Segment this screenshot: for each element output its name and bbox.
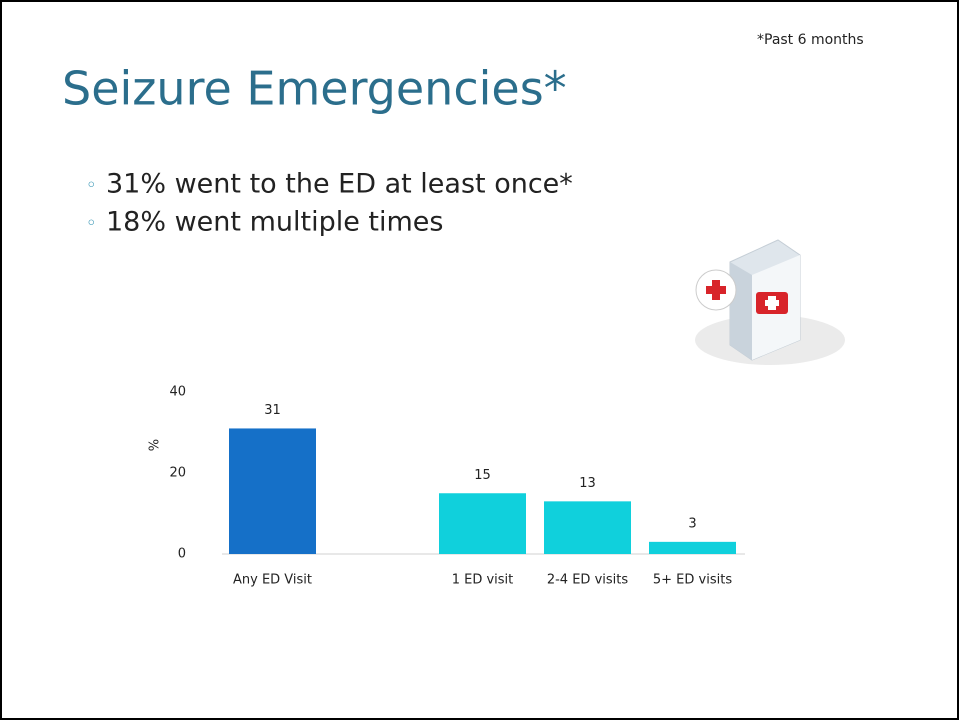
x-tick-label: 2-4 ED visits (547, 573, 629, 588)
bar (649, 541, 736, 554)
bar (439, 493, 526, 554)
bar (229, 428, 316, 554)
value-label: 3 (688, 516, 696, 531)
x-tick-label: Any ED Visit (233, 573, 312, 588)
x-tick-label: 5+ ED visits (653, 573, 732, 588)
y-tick-label: 40 (169, 385, 186, 400)
value-label: 31 (264, 403, 281, 418)
bullet-marker: ◦ (86, 213, 97, 234)
value-label: 15 (474, 468, 491, 483)
value-label: 13 (579, 476, 596, 491)
bullet: 31% went to the ED at least once* (106, 169, 573, 200)
bar (544, 501, 631, 554)
slide-title: Seizure Emergencies* (62, 62, 567, 116)
bullet-marker: ◦ (86, 175, 97, 196)
x-tick-label: 1 ED visit (452, 573, 514, 588)
y-tick-label: 0 (178, 547, 186, 562)
y-axis-label: % (148, 439, 163, 451)
hospital-icon (695, 239, 845, 365)
footnote: *Past 6 months (757, 32, 864, 48)
bullet: 18% went multiple times (106, 207, 443, 238)
y-tick-label: 20 (169, 466, 186, 481)
